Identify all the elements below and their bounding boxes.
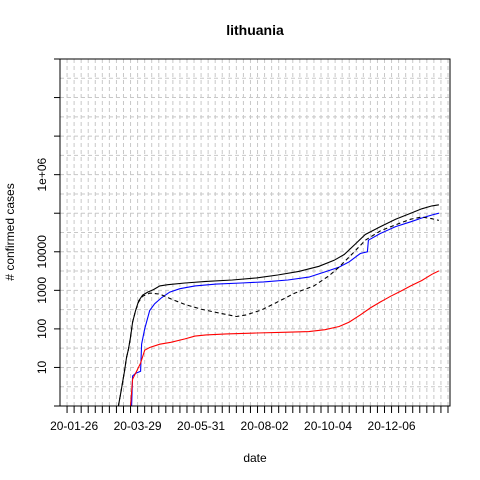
gridlines	[60, 58, 450, 407]
x-tick-label: 20-03-29	[114, 419, 162, 433]
chart-title: lithuania	[226, 22, 284, 38]
y-tick-label: 10	[35, 360, 49, 374]
x-axis-label: date	[243, 451, 267, 465]
y-tick-label: 10000	[35, 235, 49, 269]
x-tick-label: 20-05-31	[177, 419, 225, 433]
x-axis: 20-01-26 20-03-29 20-05-31 20-08-02 20-10-04…	[50, 406, 449, 433]
x-tick-label: 20-08-02	[241, 419, 289, 433]
plot-frame	[59, 58, 451, 407]
series-lines	[109, 204, 440, 407]
y-tick-label: 1e+06	[35, 157, 49, 191]
x-tick-label: 20-10-04	[304, 419, 352, 433]
y-tick-label: 1000	[35, 277, 49, 304]
series-line-3	[129, 270, 440, 407]
y-tick-label: 100	[35, 319, 49, 339]
y-axis: 10 100 1000 10000 1e+06	[35, 58, 60, 407]
y-axis-label: # confirmed cases	[3, 183, 17, 280]
x-tick-label: 20-12-06	[368, 419, 416, 433]
series-line-2	[116, 212, 440, 407]
x-tick-label: 20-01-26	[50, 419, 98, 433]
